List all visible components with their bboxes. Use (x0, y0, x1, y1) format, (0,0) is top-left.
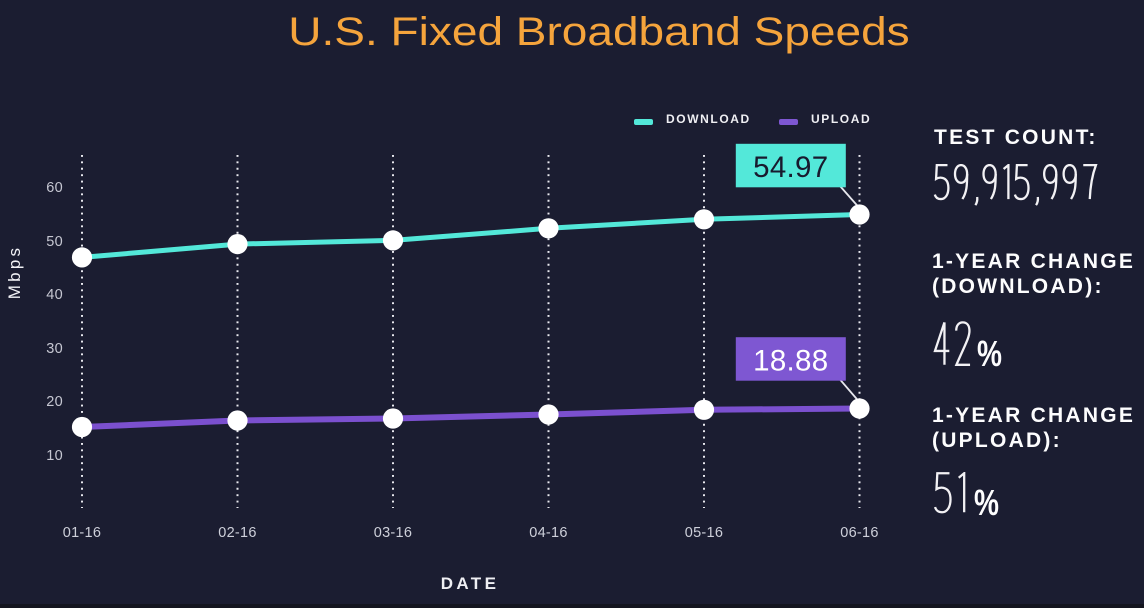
svg-text:18.88: 18.88 (753, 345, 828, 378)
svg-text:54.97: 54.97 (753, 151, 828, 184)
